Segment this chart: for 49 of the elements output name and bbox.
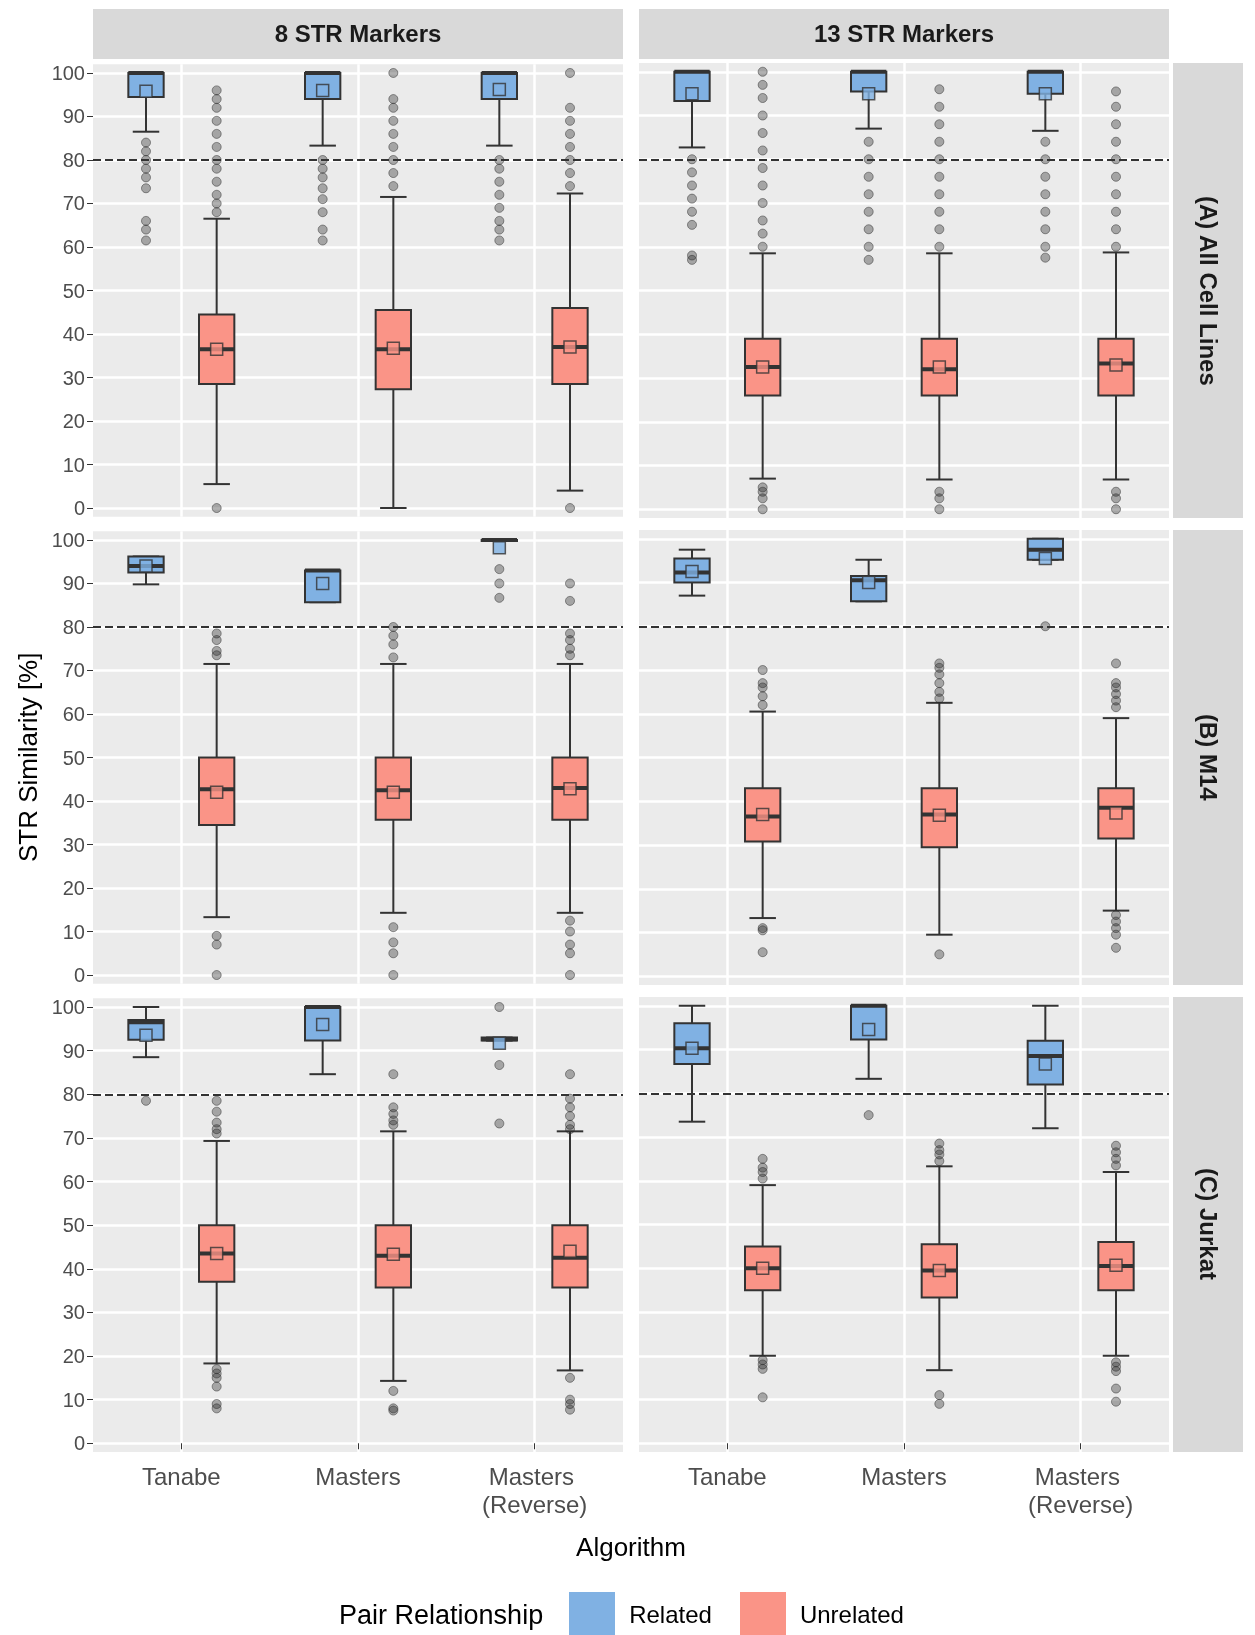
- y-tick-label: 0: [73, 497, 85, 520]
- y-axis-title: STR Similarity [%]: [11, 651, 44, 865]
- legend-label: Related: [629, 1601, 712, 1629]
- y-tick-label: 50: [62, 746, 85, 769]
- y-tick-label: 40: [62, 323, 85, 345]
- x-tick-label: Masters: [315, 1462, 401, 1490]
- y-tick-label: 60: [62, 1170, 85, 1193]
- chart-title: 13 STR Markers: [639, 9, 1169, 59]
- y-tick-label: 20: [62, 877, 85, 900]
- y-tick-label: 90: [62, 572, 85, 595]
- y-tick-label: 30: [62, 833, 85, 856]
- x-axis-title: Algorithm: [575, 1532, 687, 1563]
- x-tick-label: Tanabe: [687, 1462, 767, 1490]
- y-tick-label: 0: [73, 1432, 85, 1455]
- legend-label: Unrelated: [799, 1601, 904, 1629]
- y-tick-label: 90: [62, 1039, 85, 1062]
- y-tick-label: 70: [62, 192, 85, 215]
- y-tick-label: 0: [73, 964, 85, 987]
- y2-axis-title: (C) Jurkat: [1173, 997, 1243, 1452]
- y-tick-label: 20: [62, 1345, 85, 1368]
- y-tick-label: 80: [62, 1083, 85, 1106]
- y-tick-label: 30: [62, 366, 85, 389]
- x-tick-label: Masters: [861, 1462, 947, 1490]
- y-tick-label: 60: [62, 236, 85, 258]
- y-tick-label: 80: [62, 148, 85, 171]
- x-tick-label: Masters (Reverse): [1027, 1462, 1134, 1518]
- legend-title: Pair Relationship: [339, 1599, 544, 1631]
- y-tick-label: 100: [51, 996, 85, 1018]
- y2-axis-title: (B) M14: [1173, 530, 1243, 985]
- y-tick-label: 20: [62, 410, 85, 433]
- y-tick-label: 70: [62, 1126, 85, 1149]
- y-tick-label: 50: [62, 1214, 85, 1237]
- y-tick-label: 10: [62, 920, 85, 943]
- x-tick-label: Masters (Reverse): [481, 1462, 588, 1518]
- y-tick-label: 50: [62, 279, 85, 302]
- y-tick-label: 100: [51, 528, 85, 551]
- y-tick-label: 10: [62, 453, 85, 476]
- y-tick-label: 70: [62, 659, 85, 682]
- y-tick-label: 100: [51, 61, 85, 84]
- y-tick-label: 40: [62, 790, 85, 812]
- y-tick-label: 60: [62, 703, 85, 725]
- y-tick-label: 80: [62, 615, 85, 638]
- chart-title: 8 STR Markers: [93, 9, 623, 59]
- y2-axis-title: (A) All Cell Lines: [1173, 63, 1243, 518]
- y-tick-label: 10: [62, 1388, 85, 1411]
- y-tick-label: 30: [62, 1301, 85, 1324]
- x-tick-label: Tanabe: [141, 1462, 221, 1490]
- y-tick-label: 40: [62, 1257, 85, 1280]
- y-tick-label: 90: [62, 105, 85, 128]
